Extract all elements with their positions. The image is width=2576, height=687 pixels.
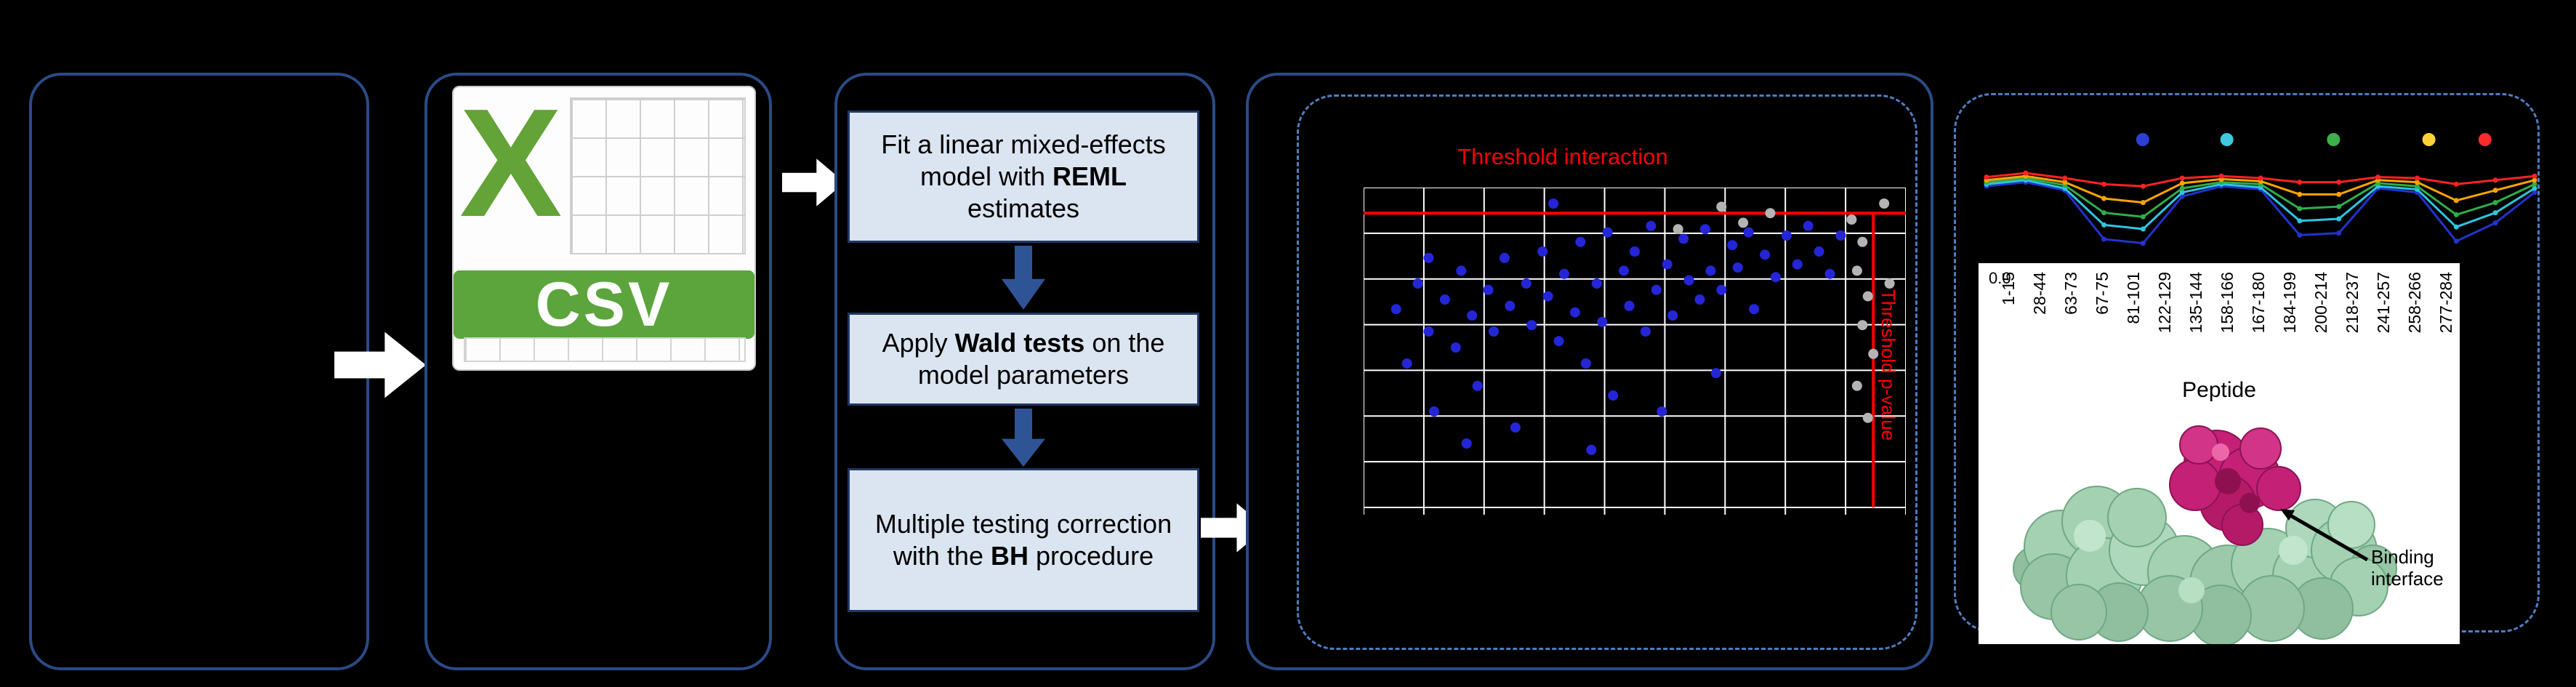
peptide-axis-label: 167-180 xyxy=(2249,272,2268,334)
flow-step-wald: Apply Wald tests on the model parameters xyxy=(848,313,1199,406)
binding-interface-annotation: Binding interface xyxy=(2371,546,2444,590)
peptide-axis-label: 122-129 xyxy=(2155,272,2174,334)
peptide-axis-label: 28-44 xyxy=(2030,272,2049,315)
volcano-plot-svg xyxy=(1364,188,1906,515)
uptake-chart xyxy=(1980,128,2541,273)
csv-spreadsheet-grid xyxy=(570,97,746,254)
csv-file-icon: X CSV xyxy=(452,76,756,371)
uptake-chart-svg xyxy=(1984,133,2537,246)
csv-sheet: X CSV xyxy=(452,76,756,371)
input-data-box xyxy=(29,73,369,670)
peptide-axis-label: 81-101 xyxy=(2124,272,2143,324)
flow-step-reml-text: Fit a linear mixed-effects model with RE… xyxy=(861,129,1186,225)
peptide-axis-label: 67-75 xyxy=(2093,272,2112,315)
peptide-axis-label: 200-214 xyxy=(2311,272,2330,334)
results-scatter-box xyxy=(1246,73,1933,670)
peptide-axis-labels: 1-15 28-44 63-73 67-75 81-101 122-129 135-144 1… xyxy=(1999,272,2458,381)
csv-grid-bottom xyxy=(464,337,746,362)
flow-step-reml-post: estimates xyxy=(967,193,1080,223)
threshold-pvalue-label: Threshold p-value xyxy=(1877,289,1899,441)
peptide-axis-label: 241-257 xyxy=(2374,272,2393,334)
flow-step-wald-pre: Apply xyxy=(882,328,955,358)
csv-label: CSV xyxy=(535,269,673,340)
peptide-axis-label: 218-237 xyxy=(2343,272,2362,334)
peptide-axis-label: 184-199 xyxy=(2280,272,2299,334)
binding-interface-arrow-icon xyxy=(2289,513,2369,562)
flow-step-bh-bold: BH xyxy=(990,541,1029,571)
flow-step-bh-post: procedure xyxy=(1028,541,1154,571)
flow-step-bh-pre: Multiple testing correction with the xyxy=(874,509,1172,571)
csv-banner: CSV xyxy=(454,269,754,340)
flow-step-reml-pre: Fit a linear mixed-effects model with xyxy=(881,129,1166,192)
peptide-axis-label: 135-144 xyxy=(2186,272,2205,334)
flow-step-bh: Multiple testing correction with the BH … xyxy=(848,468,1199,612)
peptide-axis-label: 277-284 xyxy=(2436,272,2455,334)
results-scatter-dashed-border xyxy=(1297,95,1917,650)
protein-structure-image xyxy=(2013,425,2397,644)
volcano-plot xyxy=(1364,188,1906,516)
csv-x-letter: X xyxy=(459,76,563,249)
flow-step-wald-bold: Wald tests xyxy=(954,328,1085,358)
peptide-axis-label: 158-166 xyxy=(2218,272,2237,334)
flow-step-wald-text: Apply Wald tests on the model parameters xyxy=(861,327,1186,391)
flow-step-reml-bold: REML xyxy=(1052,161,1127,192)
flow-step-wald-post: on the model parameters xyxy=(917,328,1165,390)
flow-step-reml: Fit a linear mixed-effects model with RE… xyxy=(848,111,1199,243)
threshold-interaction-label: Threshold interaction xyxy=(1457,144,1668,169)
y-axis-tick: 0.0 xyxy=(1989,269,2011,287)
peptide-axis-title: Peptide xyxy=(2182,378,2256,402)
flow-step-bh-text: Multiple testing correction with the BH … xyxy=(861,508,1186,572)
peptide-axis-label: 1-15 xyxy=(1999,272,2018,306)
peptide-axis-label: 258-266 xyxy=(2405,272,2424,334)
peptide-axis-label: 63-73 xyxy=(2061,272,2080,315)
